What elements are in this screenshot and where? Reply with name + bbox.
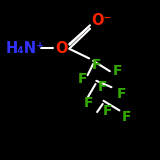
Text: F: F [122, 110, 131, 124]
Text: F: F [84, 96, 93, 110]
Text: H₄N⁺: H₄N⁺ [5, 40, 44, 56]
Text: F: F [77, 72, 87, 86]
Text: F: F [117, 87, 127, 101]
Text: F: F [103, 104, 112, 118]
Text: O: O [55, 40, 68, 56]
Text: F: F [112, 64, 122, 78]
Text: F: F [98, 80, 108, 94]
Text: F: F [92, 58, 101, 72]
Text: O⁻: O⁻ [91, 12, 111, 28]
